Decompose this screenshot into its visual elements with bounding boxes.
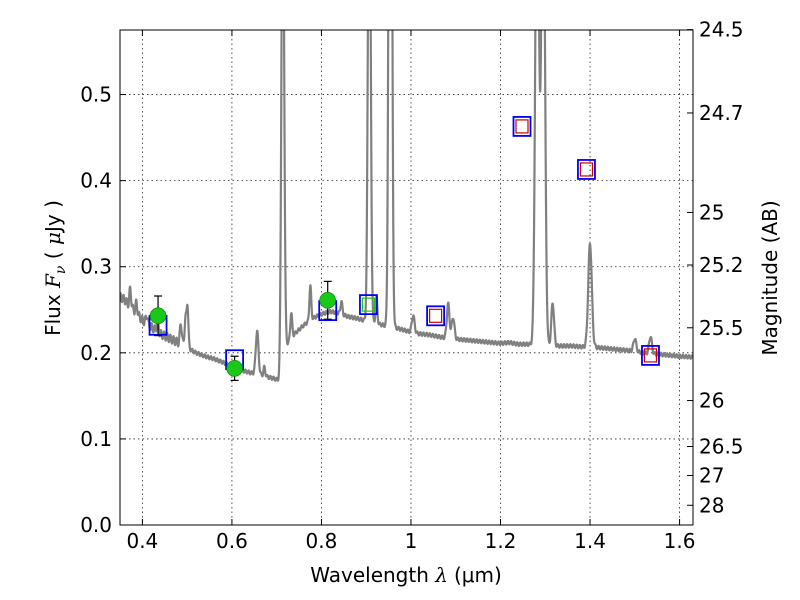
y-tick-label: 0.5 bbox=[80, 83, 112, 107]
x-axis: 0.4 0.6 0.8 1 1.2 1.4 1.6 bbox=[126, 30, 695, 553]
y-tick-label: 0.0 bbox=[80, 513, 112, 537]
y-axis-label-symbol: F bbox=[41, 273, 65, 289]
marker-layer bbox=[148, 116, 660, 381]
model-square-small-3 bbox=[579, 162, 594, 177]
y2-tick-label: 25.2 bbox=[699, 253, 744, 277]
grid-lines bbox=[120, 30, 693, 525]
x-tick-label: 1.2 bbox=[485, 529, 517, 553]
model-square-small-0 bbox=[361, 297, 376, 312]
plot-frame bbox=[119, 29, 694, 526]
y2-tick-label: 27 bbox=[699, 463, 724, 487]
y-axis: 0.0 0.1 0.2 0.3 0.4 0.5 bbox=[80, 83, 126, 537]
y-axis-label-mu: μ bbox=[41, 232, 65, 245]
x-axis-label: Wavelength λ (μm) bbox=[310, 563, 502, 587]
spectrum-line bbox=[120, 30, 693, 382]
spectrum-layer bbox=[120, 30, 693, 382]
y-tick-label: 0.2 bbox=[80, 341, 112, 365]
model-square-small-1 bbox=[428, 308, 443, 323]
y2-axis-label: Magnitude (AB) bbox=[758, 200, 782, 355]
y-tick-label: 0.1 bbox=[80, 427, 112, 451]
x-tick-label: 0.6 bbox=[216, 529, 248, 553]
x-axis-label-prefix: Wavelength bbox=[310, 563, 435, 587]
model-square-small-4 bbox=[643, 348, 658, 363]
model-square-large-6 bbox=[577, 159, 596, 180]
y2-tick-label: 24.5 bbox=[699, 18, 744, 42]
y2-axis: 24.5 24.7 25 25.2 25.5 26 26.5 27 28 bbox=[687, 18, 744, 517]
y2-tick-label: 24.7 bbox=[699, 101, 744, 125]
y2-tick-label: 25.5 bbox=[699, 316, 744, 340]
y-axis-label-prefix: Flux bbox=[41, 288, 65, 336]
y-tick-label: 0.3 bbox=[80, 255, 112, 279]
y-axis-label-subscript: ν bbox=[53, 265, 69, 274]
y2-tick-label: 26.5 bbox=[699, 434, 744, 458]
y-axis-label-open: ( bbox=[41, 245, 65, 266]
model-square-large-7 bbox=[641, 345, 660, 366]
y-tick-label: 0.4 bbox=[80, 169, 112, 193]
x-axis-label-symbol: λ bbox=[434, 563, 448, 587]
observed-point-1 bbox=[226, 360, 243, 377]
model-square-large-3 bbox=[359, 294, 378, 316]
x-tick-label: 1 bbox=[405, 529, 418, 553]
y-axis-label: Flux Fν ( μJy ) bbox=[41, 200, 69, 336]
y2-tick-label: 28 bbox=[699, 493, 724, 517]
model-square-large-4 bbox=[426, 305, 445, 327]
y-axis-label-close: Jy ) bbox=[41, 200, 65, 234]
observed-point-2 bbox=[319, 292, 337, 309]
model-square-large-5 bbox=[512, 116, 532, 137]
x-axis-label-unit: (μm) bbox=[454, 563, 502, 587]
model-square-small-2 bbox=[515, 119, 529, 134]
y2-tick-label: 26 bbox=[699, 389, 724, 413]
x-tick-label: 0.8 bbox=[306, 529, 338, 553]
observed-point-0 bbox=[149, 307, 167, 325]
x-tick-label: 1.6 bbox=[664, 529, 696, 553]
y2-tick-label: 25 bbox=[699, 200, 724, 224]
x-tick-label: 0.4 bbox=[126, 529, 158, 553]
x-tick-label: 1.4 bbox=[574, 529, 606, 553]
